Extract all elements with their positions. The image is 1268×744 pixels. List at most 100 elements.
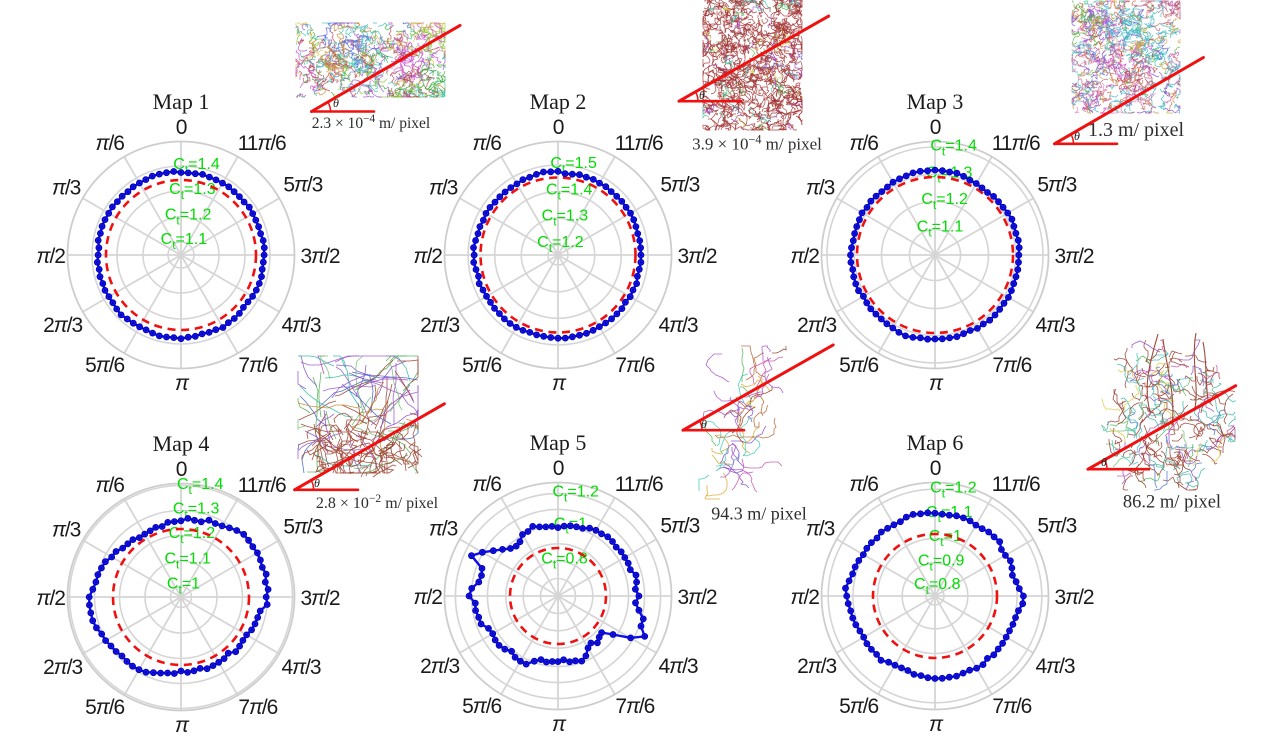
svg-text:0: 0 (553, 457, 564, 480)
svg-text:π: π (175, 714, 190, 737)
svg-text:7π/6: 7π/6 (615, 354, 654, 377)
svg-text:0: 0 (930, 116, 941, 139)
svg-text:11π/6: 11π/6 (238, 132, 286, 155)
svg-text:3π/2: 3π/2 (678, 586, 717, 609)
svg-text:Map 3: Map 3 (907, 89, 964, 114)
svg-text:π/2: π/2 (37, 587, 66, 610)
svg-text:2π/3: 2π/3 (420, 655, 459, 678)
svg-text:π/3: π/3 (52, 519, 81, 542)
svg-text:Ct=1.2: Ct=1.2 (930, 480, 977, 501)
svg-text:Ct=1: Ct=1 (167, 576, 200, 597)
svg-text:π: π (552, 372, 567, 395)
svg-text:2.3 × 10−4 m/ pixel: 2.3 × 10−4 m/ pixel (312, 113, 430, 132)
svg-text:0: 0 (176, 116, 187, 139)
svg-text:Map 2: Map 2 (530, 89, 587, 114)
svg-text:7π/6: 7π/6 (992, 695, 1031, 718)
svg-text:4π/3: 4π/3 (659, 655, 698, 678)
svg-text:π/2: π/2 (791, 245, 820, 268)
svg-text:θ: θ (701, 417, 707, 431)
svg-text:5π/3: 5π/3 (283, 516, 322, 539)
svg-text:4π/3: 4π/3 (659, 314, 698, 337)
svg-text:Map 1: Map 1 (153, 89, 210, 114)
svg-text:Ct=1: Ct=1 (929, 528, 962, 549)
svg-text:π: π (175, 372, 190, 395)
svg-text:π/6: π/6 (850, 132, 879, 155)
svg-text:7π/6: 7π/6 (992, 354, 1031, 377)
svg-text:π/2: π/2 (414, 586, 443, 609)
svg-text:11π/6: 11π/6 (238, 474, 286, 497)
svg-text:π: π (929, 372, 944, 395)
svg-text:π/3: π/3 (806, 177, 835, 200)
svg-text:π/3: π/3 (429, 177, 458, 200)
svg-text:Map 6: Map 6 (907, 430, 964, 455)
svg-text:0: 0 (930, 457, 941, 480)
svg-text:Map 4: Map 4 (153, 431, 210, 456)
svg-text:3π/2: 3π/2 (301, 587, 340, 610)
svg-text:5π/3: 5π/3 (1037, 515, 1076, 538)
svg-text:7π/6: 7π/6 (615, 695, 654, 718)
svg-text:2π/3: 2π/3 (420, 314, 459, 337)
svg-text:5π/3: 5π/3 (283, 174, 322, 197)
svg-text:2π/3: 2π/3 (43, 656, 82, 679)
svg-text:π/6: π/6 (473, 132, 502, 155)
svg-text:94.3 m/ pixel: 94.3 m/ pixel (711, 504, 807, 524)
svg-text:π/3: π/3 (52, 177, 81, 200)
svg-text:Ct=1.1: Ct=1.1 (917, 219, 964, 240)
svg-text:π/6: π/6 (850, 473, 879, 496)
svg-text:Ct=1.3: Ct=1.3 (169, 181, 216, 202)
svg-text:5π/6: 5π/6 (462, 695, 501, 718)
svg-text:2π/3: 2π/3 (797, 314, 836, 337)
svg-text:Ct=1.3: Ct=1.3 (173, 501, 220, 522)
svg-text:5π/6: 5π/6 (462, 354, 501, 377)
svg-text:π: π (929, 713, 944, 736)
svg-text:3π/2: 3π/2 (301, 245, 340, 268)
svg-text:3π/2: 3π/2 (1055, 586, 1094, 609)
svg-text:5π/6: 5π/6 (85, 696, 124, 719)
svg-text:2.8 × 10−2 m/ pixel: 2.8 × 10−2 m/ pixel (316, 493, 439, 512)
svg-text:5π/3: 5π/3 (1037, 174, 1076, 197)
svg-text:Ct=1.1: Ct=1.1 (164, 550, 211, 571)
svg-text:π/2: π/2 (37, 245, 66, 268)
svg-text:Ct=1.2: Ct=1.2 (537, 234, 584, 255)
svg-text:π: π (552, 713, 567, 736)
svg-text:π/6: π/6 (96, 132, 125, 155)
svg-text:11π/6: 11π/6 (615, 132, 663, 155)
svg-text:Map 5: Map 5 (530, 430, 587, 455)
svg-text:3π/2: 3π/2 (678, 245, 717, 268)
svg-text:2π/3: 2π/3 (43, 314, 82, 337)
svg-text:4π/3: 4π/3 (282, 656, 321, 679)
svg-text:π/3: π/3 (429, 518, 458, 541)
svg-text:Ct=0.8: Ct=0.8 (914, 576, 961, 597)
svg-text:θ: θ (333, 96, 339, 110)
svg-text:Ct=1.2: Ct=1.2 (921, 191, 968, 212)
svg-text:7π/6: 7π/6 (238, 354, 277, 377)
svg-text:π/6: π/6 (96, 474, 125, 497)
svg-text:Ct=1.3: Ct=1.3 (542, 208, 589, 229)
svg-text:θ: θ (699, 88, 705, 102)
svg-text:11π/6: 11π/6 (992, 132, 1040, 155)
svg-text:Ct=1.4: Ct=1.4 (546, 181, 593, 202)
svg-text:Ct=1.4: Ct=1.4 (930, 137, 977, 158)
svg-text:1.3 m/ pixel: 1.3 m/ pixel (1088, 119, 1185, 141)
svg-text:Ct=0.9: Ct=0.9 (918, 553, 965, 574)
svg-text:4π/3: 4π/3 (282, 314, 321, 337)
svg-text:Ct=1.2: Ct=1.2 (552, 484, 599, 505)
svg-text:θ: θ (314, 476, 320, 490)
svg-text:4π/3: 4π/3 (1036, 314, 1075, 337)
svg-text:θ: θ (1074, 129, 1080, 143)
svg-text:5π/6: 5π/6 (839, 695, 878, 718)
svg-text:2π/3: 2π/3 (797, 655, 836, 678)
svg-text:7π/6: 7π/6 (238, 696, 277, 719)
svg-text:3π/2: 3π/2 (1055, 245, 1094, 268)
svg-text:3.9 × 10−4 m/ pixel: 3.9 × 10−4 m/ pixel (692, 133, 822, 154)
svg-text:θ: θ (1101, 455, 1107, 469)
svg-text:π/3: π/3 (806, 518, 835, 541)
svg-text:π/6: π/6 (473, 473, 502, 496)
svg-text:5π/6: 5π/6 (85, 354, 124, 377)
svg-text:Ct=1.4: Ct=1.4 (177, 476, 224, 497)
svg-text:86.2 m/ pixel: 86.2 m/ pixel (1123, 493, 1221, 513)
svg-text:11π/6: 11π/6 (615, 473, 663, 496)
svg-text:Ct=1.5: Ct=1.5 (550, 155, 597, 176)
svg-text:11π/6: 11π/6 (992, 473, 1040, 496)
svg-text:π/2: π/2 (414, 245, 443, 268)
